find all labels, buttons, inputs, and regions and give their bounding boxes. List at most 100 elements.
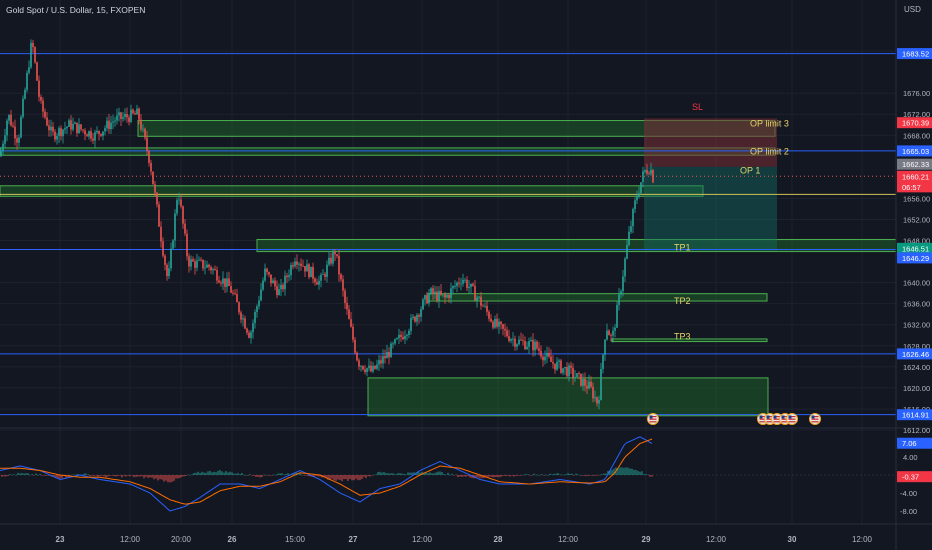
candle-body <box>198 259 200 261</box>
candle-body <box>62 129 64 137</box>
histogram-bar <box>639 471 641 475</box>
candle-body <box>520 339 522 341</box>
candle-body <box>254 312 256 324</box>
candle-body <box>232 292 234 294</box>
histogram-bar <box>37 474 39 476</box>
candle-body <box>378 360 380 365</box>
candle-body <box>504 328 506 331</box>
histogram-bar <box>83 473 85 475</box>
histogram-bar <box>563 474 565 476</box>
candle-body <box>246 328 248 333</box>
candle-body <box>54 131 56 140</box>
candle-body <box>264 268 266 281</box>
histogram-bar <box>21 473 23 475</box>
time-scale[interactable]: 23 12:00 20:00 26 15:00 27 12:00 28 12:00 29 12:00… <box>56 535 873 544</box>
candle-body <box>642 171 644 183</box>
histogram-bar <box>39 473 41 475</box>
candle-body <box>512 338 514 340</box>
histogram-bar <box>647 474 649 476</box>
candle-body <box>312 266 314 279</box>
histogram-bar <box>57 475 59 479</box>
histogram-bar <box>343 475 345 480</box>
histogram-bar <box>323 475 325 478</box>
candle-body <box>0 151 2 157</box>
candle-body <box>314 278 316 283</box>
histogram-bar <box>223 472 225 475</box>
candle-body <box>608 330 610 336</box>
us-flag-event-icon[interactable] <box>809 413 821 425</box>
candle-body <box>48 125 50 131</box>
candle-body <box>644 170 646 172</box>
histogram-bar <box>599 474 601 476</box>
flag-stripe-icon <box>649 418 657 420</box>
candle-body <box>170 248 172 269</box>
candle-body <box>16 138 18 143</box>
price-label-text: 1646.51 <box>902 244 929 253</box>
us-flag-event-icon[interactable] <box>647 413 659 425</box>
candle-body <box>350 319 352 327</box>
candle-body <box>144 128 146 138</box>
histogram-bar <box>31 474 33 475</box>
candle-body <box>368 365 370 369</box>
us-flag-event-icon[interactable] <box>786 413 798 425</box>
candle-body <box>282 284 284 290</box>
histogram-bar <box>561 474 563 476</box>
histogram-bar <box>405 474 407 475</box>
candle-body <box>8 114 10 121</box>
histogram-bar <box>99 475 101 476</box>
histogram-bar <box>61 475 63 479</box>
candle-body <box>92 138 94 141</box>
candle-body <box>606 330 608 340</box>
candle-body <box>310 266 312 278</box>
candle-body <box>120 112 122 119</box>
economic-events[interactable] <box>647 413 821 425</box>
flag-stripe-icon <box>766 418 774 420</box>
candle-body <box>634 200 636 210</box>
long-position-tool[interactable] <box>644 118 777 251</box>
candle-body <box>622 276 624 292</box>
candle-body <box>650 170 652 174</box>
stop-loss-area[interactable] <box>644 118 777 167</box>
histogram-bar <box>457 475 459 478</box>
candle-body <box>652 170 654 183</box>
histogram-bar <box>233 473 235 475</box>
candle-body <box>370 365 372 372</box>
candle-body <box>438 290 440 301</box>
histogram-bar <box>195 472 197 475</box>
candle-body <box>286 275 288 278</box>
candle-body <box>338 255 340 275</box>
histogram-bar <box>1 475 3 477</box>
histogram-bar <box>459 475 461 477</box>
candle-body <box>472 283 474 286</box>
candle-body <box>146 137 148 151</box>
histogram-bar <box>191 474 193 475</box>
take-profit-area[interactable] <box>644 166 777 251</box>
candle-body <box>234 293 236 295</box>
flag-canton-icon <box>759 415 763 419</box>
macd-line <box>0 436 653 512</box>
histogram-bar <box>181 475 183 477</box>
candle-body <box>446 295 448 298</box>
histogram-bar <box>383 472 385 475</box>
candle-body <box>162 241 164 256</box>
histogram-bar <box>435 472 437 475</box>
histogram-bar <box>471 475 473 479</box>
flag-canton-icon <box>811 415 815 419</box>
candle-body <box>90 131 92 139</box>
candle-body <box>602 354 604 369</box>
candle-body <box>640 182 642 194</box>
time-tick-label: 12:00 <box>706 535 727 544</box>
candle-body <box>130 109 132 122</box>
candle-body <box>624 258 626 277</box>
time-tick-label: 30 <box>788 535 797 544</box>
histogram-bar <box>139 475 141 477</box>
candle-body <box>468 286 470 289</box>
flag-canton-icon <box>781 415 785 419</box>
candle-body <box>568 365 570 377</box>
macd-value-label-box <box>897 471 932 483</box>
histogram-bar <box>227 472 229 475</box>
candle-body <box>416 314 418 322</box>
macd-scale[interactable]: 4.00 -4.00 -8.00 <box>900 453 918 516</box>
candle-body <box>132 109 134 114</box>
